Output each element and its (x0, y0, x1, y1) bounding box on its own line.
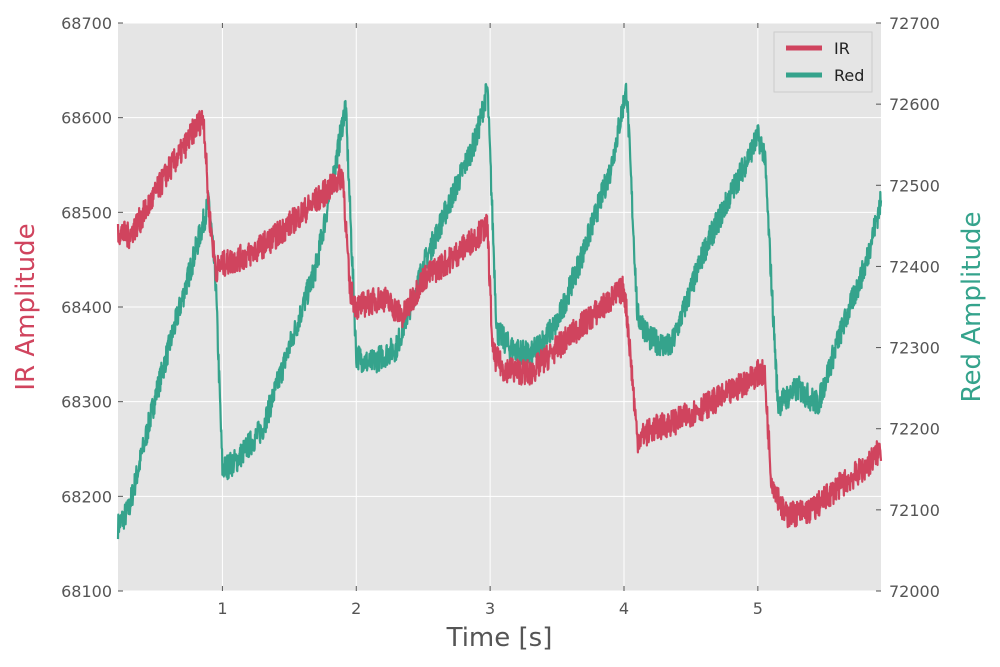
right-y-tick-label: 72100 (889, 501, 940, 520)
right-y-tick-label: 72400 (889, 257, 940, 276)
axes: 1 2 3 4 5 68100 68200 68300 68400 68500 68600 68700… (61, 14, 940, 618)
right-y-tick-label: 72700 (889, 14, 940, 33)
left-y-tick-label: 68700 (61, 14, 112, 33)
left-y-tick-label: 68100 (61, 582, 112, 601)
left-y-tick-label: 68500 (61, 203, 112, 222)
x-tick-label: 2 (351, 599, 361, 618)
x-tick-label: 3 (485, 599, 495, 618)
legend-box (773, 31, 873, 93)
right-y-tick-label: 72200 (889, 420, 940, 439)
series-line-ir (116, 109, 883, 529)
right-y-axis-title: Red Amplitude (957, 212, 987, 403)
series-layer (116, 82, 883, 540)
x-tick-label: 5 (753, 599, 763, 618)
x-axis-title: Time [s] (446, 623, 553, 653)
left-y-tick-label: 68300 (61, 393, 112, 412)
series-line-red (116, 82, 883, 540)
legend-label-red: Red (834, 66, 864, 85)
right-y-tick-label: 72500 (889, 176, 940, 195)
left-y-axis-title: IR Amplitude (11, 223, 41, 390)
left-y-tick-label: 68400 (61, 298, 112, 317)
x-tick-label: 1 (217, 599, 227, 618)
legend: IR Red (773, 31, 873, 93)
right-y-tick-label: 72300 (889, 339, 940, 358)
right-y-tick-label: 72600 (889, 95, 940, 114)
right-y-tick-label: 72000 (889, 582, 940, 601)
legend-label-ir: IR (834, 39, 850, 58)
left-y-tick-label: 68600 (61, 109, 112, 128)
left-y-tick-label: 68200 (61, 487, 112, 506)
x-tick-label: 4 (619, 599, 629, 618)
